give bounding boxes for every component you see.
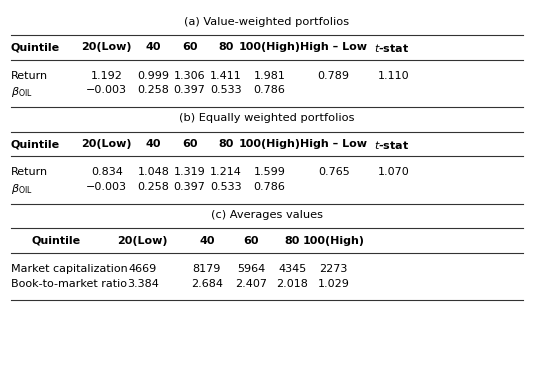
Text: $\mathit{t}$-stat: $\mathit{t}$-stat	[374, 42, 410, 54]
Text: 1.214: 1.214	[210, 167, 241, 177]
Text: 1.048: 1.048	[138, 167, 169, 177]
Text: 1.599: 1.599	[254, 167, 286, 177]
Text: 20(Low): 20(Low)	[117, 236, 168, 245]
Text: $\beta_{\mathrm{OIL}}$: $\beta_{\mathrm{OIL}}$	[11, 85, 33, 99]
Text: Book-to-market ratio: Book-to-market ratio	[11, 279, 127, 289]
Text: 1.306: 1.306	[174, 71, 206, 81]
Text: Return: Return	[11, 167, 48, 177]
Text: 2.407: 2.407	[235, 279, 267, 289]
Text: Quintile: Quintile	[32, 236, 81, 245]
Text: 1.070: 1.070	[378, 167, 410, 177]
Text: 4345: 4345	[278, 264, 307, 274]
Text: 80: 80	[218, 42, 233, 52]
Text: 0.786: 0.786	[254, 182, 286, 192]
Text: 4669: 4669	[129, 264, 157, 274]
Text: 0.397: 0.397	[174, 182, 206, 192]
Text: 2.018: 2.018	[277, 279, 308, 289]
Text: 2273: 2273	[319, 264, 348, 274]
Text: 60: 60	[182, 139, 198, 149]
Text: 40: 40	[199, 236, 215, 245]
Text: 1.192: 1.192	[91, 71, 123, 81]
Text: 0.789: 0.789	[318, 71, 350, 81]
Text: 2.684: 2.684	[191, 279, 223, 289]
Text: 8179: 8179	[193, 264, 221, 274]
Text: 0.258: 0.258	[138, 85, 169, 95]
Text: 80: 80	[285, 236, 300, 245]
Text: Return: Return	[11, 71, 48, 81]
Text: $\mathit{t}$-stat: $\mathit{t}$-stat	[374, 139, 410, 151]
Text: 0.258: 0.258	[138, 182, 169, 192]
Text: 0.397: 0.397	[174, 85, 206, 95]
Text: 0.765: 0.765	[318, 167, 350, 177]
Text: 1.411: 1.411	[210, 71, 241, 81]
Text: 3.384: 3.384	[127, 279, 159, 289]
Text: 5964: 5964	[237, 264, 265, 274]
Text: Quintile: Quintile	[11, 139, 60, 149]
Text: 1.981: 1.981	[254, 71, 286, 81]
Text: 40: 40	[146, 42, 161, 52]
Text: 0.533: 0.533	[210, 182, 241, 192]
Text: (a) Value-weighted portfolios: (a) Value-weighted portfolios	[184, 17, 350, 26]
Text: −0.003: −0.003	[87, 182, 127, 192]
Text: 40: 40	[146, 139, 161, 149]
Text: 60: 60	[243, 236, 259, 245]
Text: 100(High): 100(High)	[239, 139, 301, 149]
Text: 0.786: 0.786	[254, 85, 286, 95]
Text: Quintile: Quintile	[11, 42, 60, 52]
Text: 100(High): 100(High)	[239, 42, 301, 52]
Text: 0.834: 0.834	[91, 167, 123, 177]
Text: High – Low: High – Low	[300, 42, 367, 52]
Text: (b) Equally weighted portfolios: (b) Equally weighted portfolios	[179, 113, 355, 123]
Text: 0.999: 0.999	[138, 71, 169, 81]
Text: High – Low: High – Low	[300, 139, 367, 149]
Text: 1.110: 1.110	[378, 71, 410, 81]
Text: 0.533: 0.533	[210, 85, 241, 95]
Text: 80: 80	[218, 139, 233, 149]
Text: 60: 60	[182, 42, 198, 52]
Text: 20(Low): 20(Low)	[82, 139, 132, 149]
Text: 1.319: 1.319	[174, 167, 206, 177]
Text: (c) Averages values: (c) Averages values	[211, 210, 323, 220]
Text: 20(Low): 20(Low)	[82, 42, 132, 52]
Text: Market capitalization: Market capitalization	[11, 264, 128, 274]
Text: 100(High): 100(High)	[303, 236, 365, 245]
Text: −0.003: −0.003	[87, 85, 127, 95]
Text: 1.029: 1.029	[318, 279, 350, 289]
Text: $\beta_{\mathrm{OIL}}$: $\beta_{\mathrm{OIL}}$	[11, 182, 33, 196]
